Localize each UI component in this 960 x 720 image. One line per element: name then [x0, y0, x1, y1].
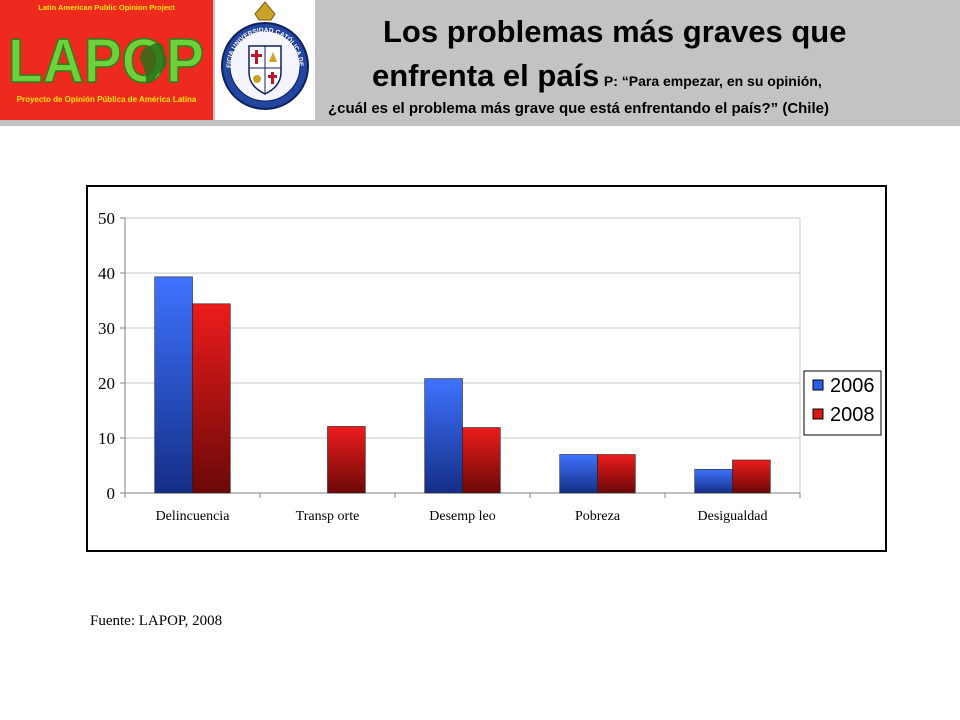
bar-2008-2 — [462, 427, 501, 494]
y-tick-label: 50 — [98, 209, 115, 228]
bar-2008-4 — [732, 459, 771, 494]
x-tick-label: Pobreza — [575, 509, 621, 524]
lapop-logo-top-text: Latin American Public Opinion Project — [38, 3, 175, 12]
legend-swatch-2008 — [812, 408, 824, 420]
legend-swatch-2006 — [812, 379, 824, 391]
question-text-part1: P: “Para empezar, en su opinión, — [603, 73, 822, 89]
lapop-logo-word: LAPOP — [8, 27, 204, 96]
university-seal-icon: PONTIFICIA UNIVERSIDAD CATÓLICA DE CHILE — [212, 0, 309, 110]
university-seal-logo: PONTIFICIA UNIVERSIDAD CATÓLICA DE CHILE — [212, 0, 315, 120]
y-tick-label: 40 — [98, 264, 115, 283]
question-text-part2: ¿cuál es el problema más grave que está … — [328, 100, 829, 117]
bar-2006-0 — [154, 276, 193, 494]
legend-label-2008: 2008 — [830, 404, 875, 426]
lapop-logo: Latin American Public Opinion Project LA… — [0, 0, 213, 120]
page-title-line2: enfrenta el país P: “Para empezar, en su… — [372, 58, 822, 94]
page-title-main: enfrenta el país — [372, 58, 600, 93]
chart-frame: 0 10 20 30 40 50 Delincuencia Transp orte Desemp… — [86, 185, 887, 552]
x-tick-label: Transp orte — [296, 509, 360, 524]
bar-2006-2 — [424, 378, 463, 494]
bar-2008-0 — [192, 303, 231, 494]
bar-2006-4 — [694, 469, 733, 494]
page-title-line1: Los problemas más graves que — [383, 14, 847, 49]
y-tick-label: 0 — [107, 484, 116, 503]
legend-label-2006: 2006 — [830, 375, 875, 397]
y-tick-label: 30 — [98, 319, 115, 338]
bar-2008-1 — [327, 426, 366, 494]
y-tick-label: 20 — [98, 374, 115, 393]
x-tick-label: Desemp leo — [429, 509, 495, 524]
y-tick-label: 10 — [98, 429, 115, 448]
bar-2008-3 — [597, 454, 636, 494]
lapop-wordmark-icon: LAPOP — [7, 26, 205, 96]
x-tick-label: Delincuencia — [156, 509, 231, 524]
bar-2006-3 — [559, 454, 598, 494]
source-note: Fuente: LAPOP, 2008 — [90, 613, 223, 629]
lapop-logo-bottom-text: Proyecto de Opinión Pública de América L… — [16, 95, 197, 104]
x-tick-label: Desigualdad — [698, 509, 768, 524]
bar-chart: 0 10 20 30 40 50 Delincuencia Transp orte Desemp… — [98, 209, 882, 524]
legend-box — [803, 370, 882, 436]
